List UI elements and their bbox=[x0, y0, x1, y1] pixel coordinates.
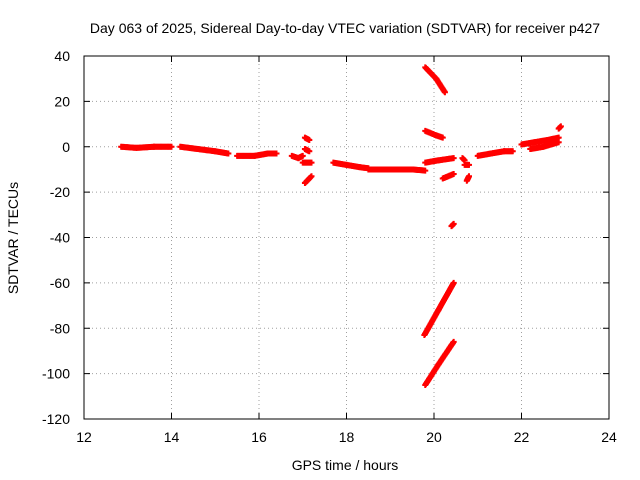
series-arc-10 bbox=[365, 166, 429, 174]
data-point bbox=[273, 150, 280, 157]
series-arc-6 bbox=[301, 134, 313, 143]
series-arc-20 bbox=[463, 173, 472, 184]
y-tick-label: 40 bbox=[54, 48, 70, 64]
data-point bbox=[422, 167, 429, 174]
series-arc-13 bbox=[422, 127, 446, 141]
data-point bbox=[509, 148, 516, 155]
data-point bbox=[557, 123, 564, 130]
data-point bbox=[450, 170, 457, 177]
tick-marks bbox=[83, 55, 610, 420]
data-point bbox=[308, 173, 315, 180]
data-point bbox=[450, 338, 457, 345]
series-arc-15 bbox=[448, 220, 457, 230]
series-arc-8 bbox=[301, 173, 315, 187]
series-arc-4 bbox=[288, 152, 306, 162]
y-tick-label: -120 bbox=[42, 411, 70, 427]
x-tick-labels: 12 14 16 18 20 22 24 bbox=[76, 429, 617, 445]
y-tick-labels: -120 -100 -80 -60 -40 -20 0 20 40 bbox=[42, 48, 70, 427]
x-tick-label: 14 bbox=[164, 429, 180, 445]
data-point bbox=[441, 89, 448, 96]
data-point bbox=[450, 220, 457, 227]
data-point bbox=[439, 134, 446, 141]
series-arc-16 bbox=[421, 279, 457, 339]
y-tick-label: -40 bbox=[50, 230, 70, 246]
series-arc-3 bbox=[234, 150, 280, 159]
y-axis-label: SDTVAR / TECUs bbox=[5, 182, 21, 294]
data-point bbox=[168, 143, 175, 150]
x-tick-label: 22 bbox=[514, 429, 530, 445]
series-arc-24 bbox=[555, 123, 564, 132]
series-arc-1 bbox=[118, 143, 175, 151]
series-arc-5 bbox=[299, 159, 315, 166]
y-tick-label: -100 bbox=[42, 366, 70, 382]
x-tick-label: 18 bbox=[339, 429, 355, 445]
series-arc-12 bbox=[422, 64, 448, 96]
x-axis-label: GPS time / hours bbox=[292, 457, 399, 473]
y-tick-label: -60 bbox=[50, 275, 70, 291]
data-point bbox=[466, 161, 472, 168]
series-arc-21 bbox=[474, 148, 516, 159]
series-arc-9 bbox=[330, 159, 372, 172]
x-tick-label: 24 bbox=[601, 429, 617, 445]
x-tick-label: 20 bbox=[426, 429, 442, 445]
series-arc-2 bbox=[177, 143, 232, 157]
x-tick-label: 16 bbox=[251, 429, 267, 445]
series-arc-7 bbox=[301, 146, 313, 155]
data-points bbox=[118, 64, 564, 388]
series-arc-14 bbox=[439, 170, 457, 182]
y-tick-label: -80 bbox=[50, 320, 70, 336]
y-tick-label: 0 bbox=[62, 139, 70, 155]
grid-lines bbox=[84, 56, 609, 419]
data-point bbox=[306, 148, 313, 155]
series-arc-19 bbox=[461, 161, 472, 168]
data-point bbox=[225, 150, 232, 157]
data-point bbox=[306, 136, 313, 143]
data-point bbox=[308, 159, 315, 166]
data-point bbox=[299, 152, 306, 159]
data-point bbox=[555, 139, 562, 146]
series-arc-17 bbox=[422, 338, 457, 388]
series-arc-18 bbox=[459, 155, 468, 164]
chart-title: Day 063 of 2025, Sidereal Day-to-day VTE… bbox=[90, 20, 600, 36]
series-arc-11 bbox=[422, 155, 457, 166]
x-tick-label: 12 bbox=[76, 429, 92, 445]
data-point bbox=[450, 279, 457, 286]
data-point bbox=[466, 173, 472, 180]
series-arc-23 bbox=[527, 139, 562, 153]
y-tick-label: -20 bbox=[50, 184, 70, 200]
y-tick-label: 20 bbox=[54, 93, 70, 109]
data-point bbox=[450, 155, 457, 162]
